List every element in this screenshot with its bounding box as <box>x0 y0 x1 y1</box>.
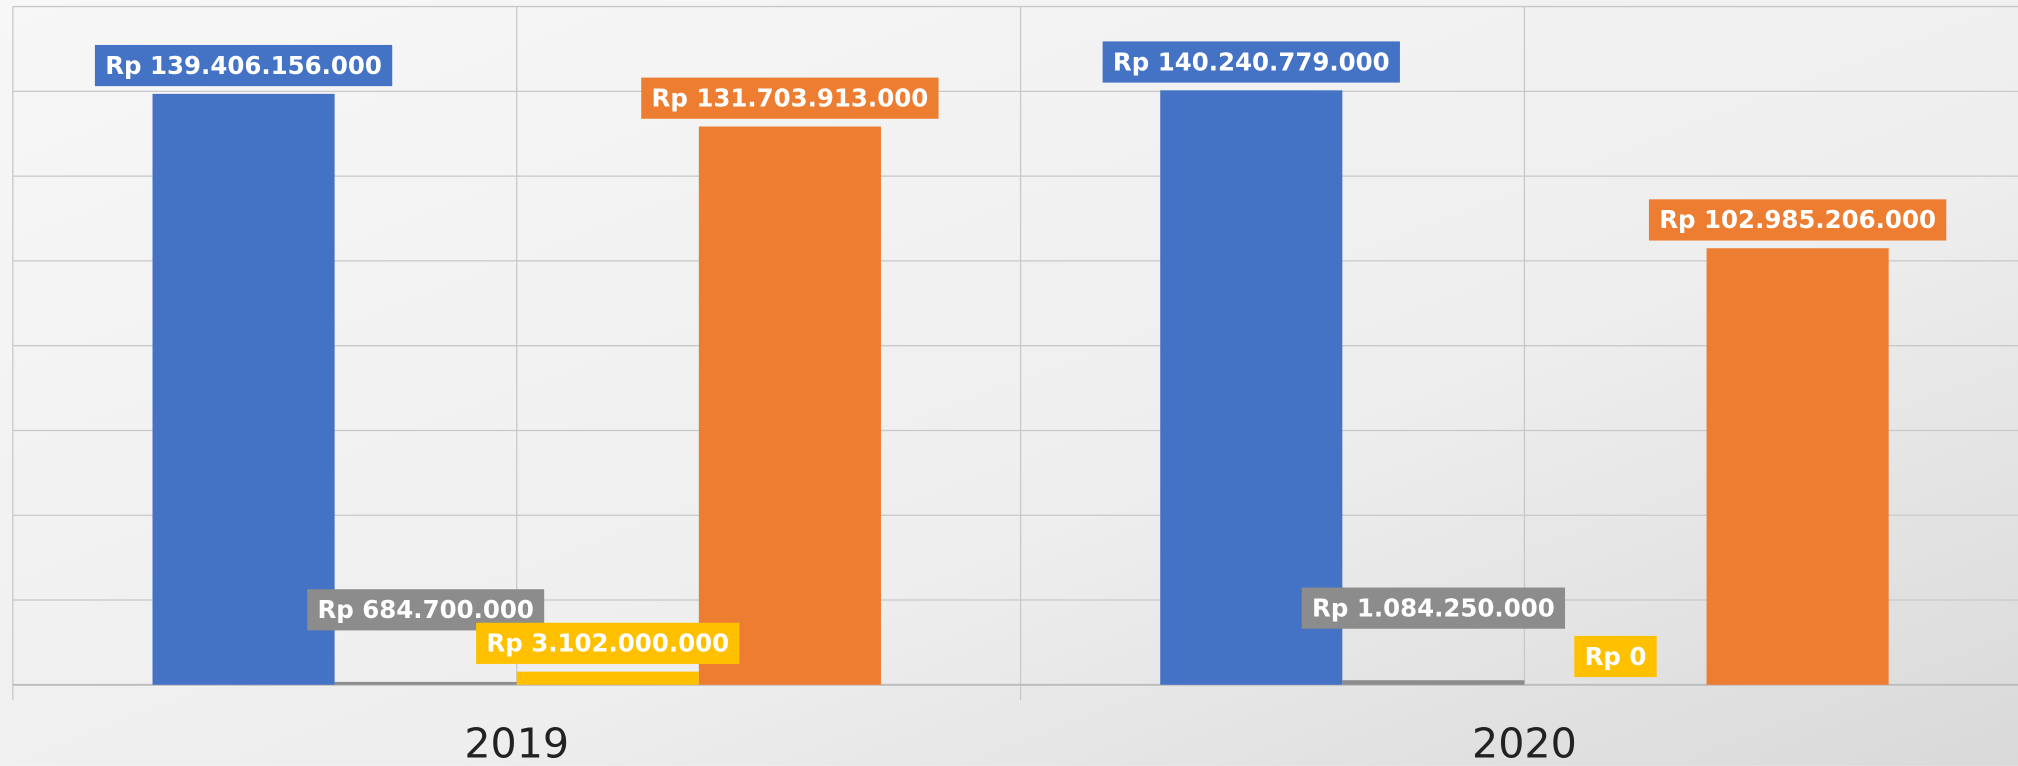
data-label-box <box>641 77 939 119</box>
data-label: Rp 139.406.156.000 <box>105 51 382 80</box>
data-label: Rp 140.240.779.000 <box>1113 47 1390 76</box>
bar <box>1342 680 1525 685</box>
bar <box>1706 248 1889 685</box>
data-label: Rp 102.985.206.000 <box>1659 205 1936 234</box>
x-tick-label: 2019 <box>464 720 569 766</box>
data-label-box <box>1102 41 1400 83</box>
bar <box>1160 90 1343 685</box>
data-label: Rp 131.703.913.000 <box>652 83 929 112</box>
data-label-box <box>1301 587 1566 629</box>
data-label-box <box>476 622 740 664</box>
data-label: Rp 684.700.000 <box>317 595 533 624</box>
data-label-box <box>1648 199 1947 241</box>
data-label-box <box>1574 635 1657 678</box>
bar <box>516 671 699 685</box>
data-label-box <box>94 44 393 87</box>
x-tick-label: 2020 <box>1472 720 1577 766</box>
bar <box>334 681 517 685</box>
data-label: Rp 3.102.000.000 <box>486 629 729 658</box>
bar <box>698 126 881 685</box>
bar <box>152 93 335 685</box>
data-label: Rp 0 <box>1585 642 1647 671</box>
data-label: Rp 1.084.250.000 <box>1312 593 1555 622</box>
